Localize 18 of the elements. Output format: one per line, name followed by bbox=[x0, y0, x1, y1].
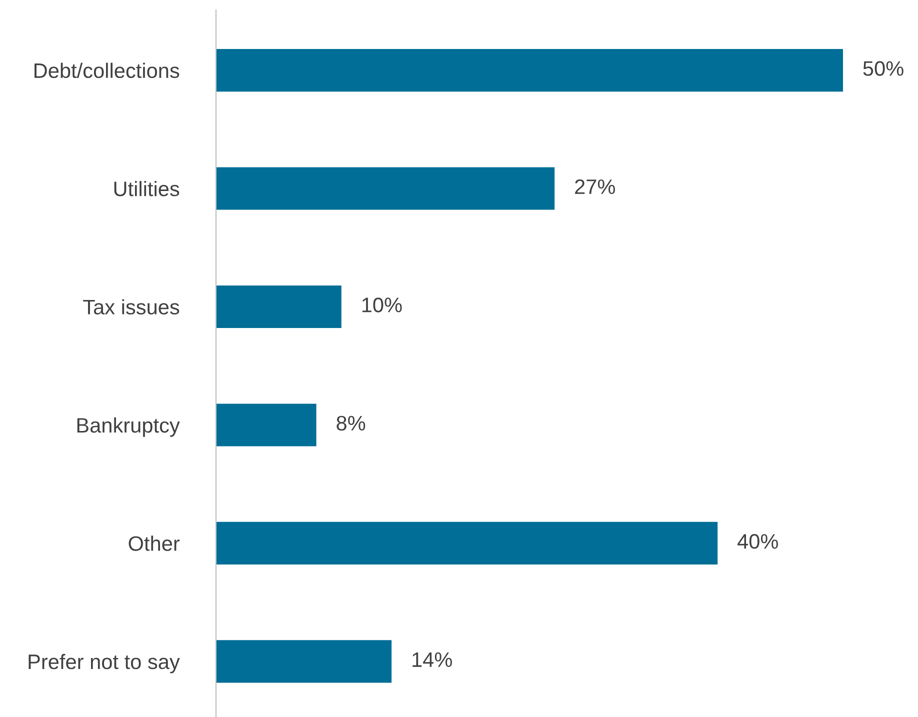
data-label: 50% bbox=[863, 61, 904, 76]
bar bbox=[216, 49, 843, 92]
data-label: 10% bbox=[362, 298, 402, 312]
bar bbox=[216, 285, 342, 328]
y-tick-label: Tax issues bbox=[83, 299, 180, 315]
y-tick-label: Prefer not to say bbox=[28, 654, 180, 674]
bar bbox=[216, 522, 718, 564]
bar bbox=[216, 167, 555, 210]
data-label: 8% bbox=[336, 416, 366, 431]
bar bbox=[216, 640, 392, 683]
y-tick-label: Debt/collections bbox=[34, 62, 180, 78]
data-label: 40% bbox=[738, 534, 778, 549]
data-label: 27% bbox=[575, 179, 615, 194]
y-tick-label: Other bbox=[128, 536, 180, 551]
data-label: 14% bbox=[412, 652, 452, 667]
y-tick-label: Bankruptcy bbox=[77, 417, 180, 437]
bar bbox=[216, 404, 316, 446]
y-tick-label: Utilities bbox=[114, 180, 180, 196]
